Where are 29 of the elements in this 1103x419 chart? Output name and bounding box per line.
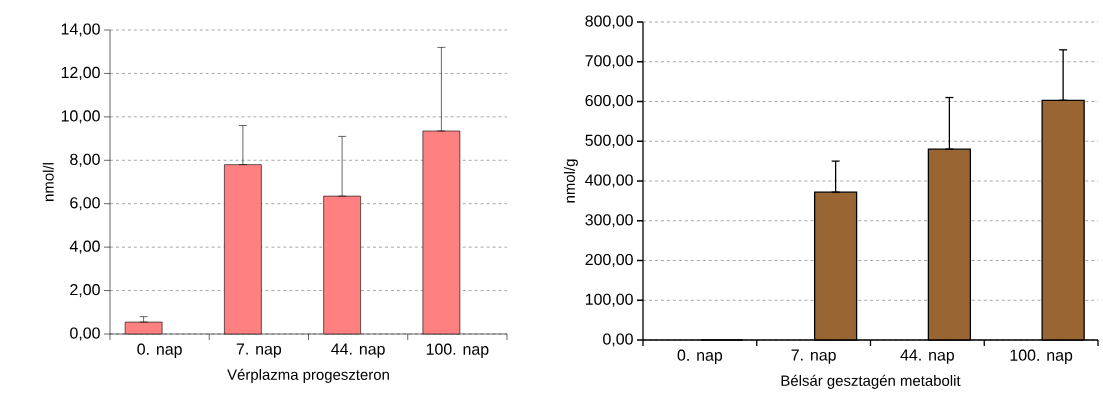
x-tick-label: 44. nap (900, 349, 955, 364)
y-tick-label: 2,00 (70, 283, 100, 298)
x-axis-title: Bélsár gesztagén metabolit (781, 374, 961, 389)
y-tick-label: 600,00 (585, 94, 633, 109)
y-tick-label: 12,00 (61, 66, 100, 80)
x-tick-label: 100. nap (426, 343, 489, 358)
y-tick-label: 0,00 (603, 333, 633, 347)
y-tick-label: 400,00 (585, 174, 633, 188)
x-tick-label: 0. nap (137, 343, 182, 358)
y-tick-label: 300,00 (585, 214, 633, 228)
y-tick-label: 14,00 (61, 23, 100, 37)
y-tick-label: 10,00 (61, 110, 100, 124)
x-tick-label: 44. nap (331, 343, 385, 358)
x-tick-label: 0. nap (677, 349, 723, 364)
x-tick-label: 7. nap (791, 349, 836, 364)
y-tick-label: 4,00 (69, 240, 100, 254)
y-axis-title: nmol/g (563, 159, 578, 203)
x-axis-title: Vérplazma progeszteron (227, 368, 389, 383)
y-tick-label: 700,00 (585, 55, 633, 69)
x-tick-label: 100. nap (1010, 349, 1073, 364)
x-tick-label: 7. nap (236, 343, 282, 358)
y-tick-label: 500,00 (585, 134, 633, 148)
y-tick-label: 800,00 (585, 15, 633, 29)
y-tick-label: 100,00 (585, 293, 633, 307)
y-tick-label: 200,00 (585, 253, 633, 268)
y-axis-title: nmol/l (42, 163, 54, 201)
y-tick-label: 6,00 (70, 197, 100, 211)
y-tick-label: 8,00 (70, 153, 100, 167)
y-tick-label: 0,00 (70, 327, 100, 341)
